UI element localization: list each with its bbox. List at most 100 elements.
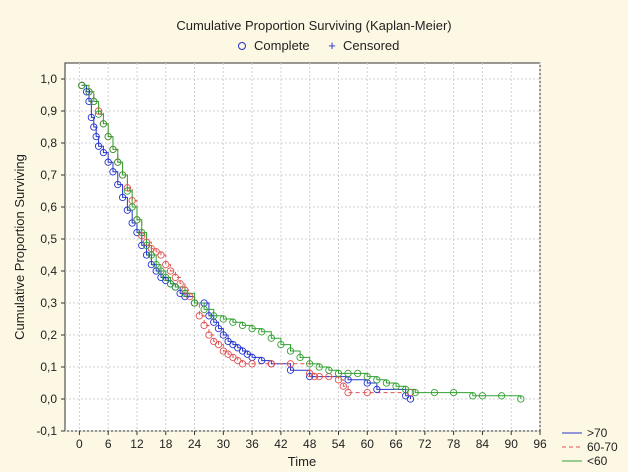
y-tick-label: 0,7: [40, 168, 57, 182]
data-point: [248, 360, 256, 368]
data-point: [152, 260, 160, 269]
data-point: [157, 267, 165, 275]
data-point: [128, 203, 136, 211]
data-point: [162, 260, 170, 269]
data-point: [392, 382, 400, 390]
data-point: [171, 283, 180, 291]
data-point: [114, 180, 122, 189]
data-point: [123, 187, 132, 195]
data-point: [109, 168, 117, 176]
x-tick-label: 78: [447, 437, 461, 451]
x-tick-label: 6: [105, 437, 112, 451]
data-point: [310, 372, 319, 381]
data-point: [85, 97, 93, 106]
y-tick-label: 0,0: [40, 392, 57, 406]
x-axis-ticks: 0 6 12 18 24 30 36 42 48 54 60 66 72 78 84 90 96: [76, 431, 547, 451]
data-point: [157, 251, 165, 259]
data-point: [497, 392, 506, 400]
x-tick-label: 66: [389, 437, 403, 451]
data-point: [94, 142, 103, 150]
data-point: [238, 321, 247, 330]
data-point: [147, 260, 156, 269]
y-axis-label: Cumulative Proportion Surviving: [12, 154, 27, 340]
x-tick-label: 24: [188, 437, 202, 451]
x-tick-label: 0: [76, 437, 83, 451]
y-tick-label: 0,3: [40, 296, 57, 310]
y-tick-label: 0,4: [40, 264, 57, 278]
x-tick-label: 42: [274, 437, 288, 451]
data-point: [190, 299, 199, 307]
x-tick-label: 48: [303, 437, 317, 451]
data-point: [200, 305, 208, 314]
data-point: [205, 312, 213, 320]
data-point: [118, 171, 127, 179]
data-point: [296, 353, 304, 362]
x-tick-label: 84: [476, 437, 490, 451]
data-point: [181, 289, 189, 298]
data-point: [449, 388, 458, 397]
y-tick-label: 0,9: [40, 104, 57, 118]
x-tick-label: 54: [332, 437, 346, 451]
data-point: [181, 286, 189, 294]
data-point: [258, 328, 266, 336]
legend-label: <60: [587, 454, 608, 468]
data-point: [306, 360, 314, 368]
data-point: [363, 372, 371, 381]
data-point: [166, 267, 175, 275]
data-point: [430, 388, 439, 397]
data-point: [78, 81, 86, 90]
data-point: [363, 388, 371, 397]
data-point: [214, 324, 223, 333]
data-point: [138, 228, 146, 237]
data-point: [373, 376, 381, 384]
data-point: [123, 184, 132, 192]
data-point: [238, 360, 247, 368]
data-point: [104, 158, 112, 166]
data-point: [195, 312, 203, 320]
data-point: [277, 340, 285, 349]
x-tick-label: 90: [505, 437, 519, 451]
y-axis-ticks: -0,1 0,0 0,1 0,2 0,3 0,4 0,5 0,6 0,7 0,8 0,9 1,0: [36, 72, 65, 438]
data-point: [306, 372, 314, 381]
grid: [65, 63, 541, 432]
data-point: [142, 241, 151, 250]
data-point: [219, 331, 227, 339]
data-point: [138, 232, 146, 240]
y-tick-label: 0,1: [40, 360, 57, 374]
data-point: [82, 88, 91, 96]
y-tick-label: 1,0: [40, 72, 57, 86]
data-point: [315, 372, 323, 381]
data-point: [114, 158, 122, 166]
data-point: [90, 123, 98, 131]
data-point: [382, 379, 391, 387]
data-point: [205, 331, 213, 339]
data-point: [162, 273, 170, 282]
data-point: [325, 366, 333, 374]
y-tick-label: 0,2: [40, 328, 57, 342]
data-point: [373, 385, 381, 394]
data-point: [118, 193, 127, 202]
data-point: [200, 321, 208, 330]
marker-legend: Complete + Censored: [238, 38, 399, 53]
x-tick-label: 12: [130, 437, 144, 451]
legend-label: >70: [587, 426, 608, 440]
data-point: [354, 369, 362, 378]
x-tick-label: 60: [361, 437, 375, 451]
x-tick-label: 36: [245, 437, 259, 451]
data-point: [411, 388, 419, 397]
data-point: [87, 113, 96, 122]
data-point: [210, 312, 218, 320]
data-point: [286, 347, 295, 355]
y-tick-label: 0,6: [40, 200, 57, 214]
x-tick-label: 96: [533, 437, 547, 451]
data-point: [94, 110, 103, 118]
data-point: [344, 369, 352, 378]
x-tick-label: 30: [217, 437, 231, 451]
data-point: [92, 132, 100, 141]
data-point: [171, 273, 180, 282]
x-axis-label: Time: [288, 454, 316, 469]
censored-marker-icon: +: [328, 38, 336, 53]
data-point: [267, 360, 275, 368]
complete-marker-icon: [238, 42, 246, 50]
